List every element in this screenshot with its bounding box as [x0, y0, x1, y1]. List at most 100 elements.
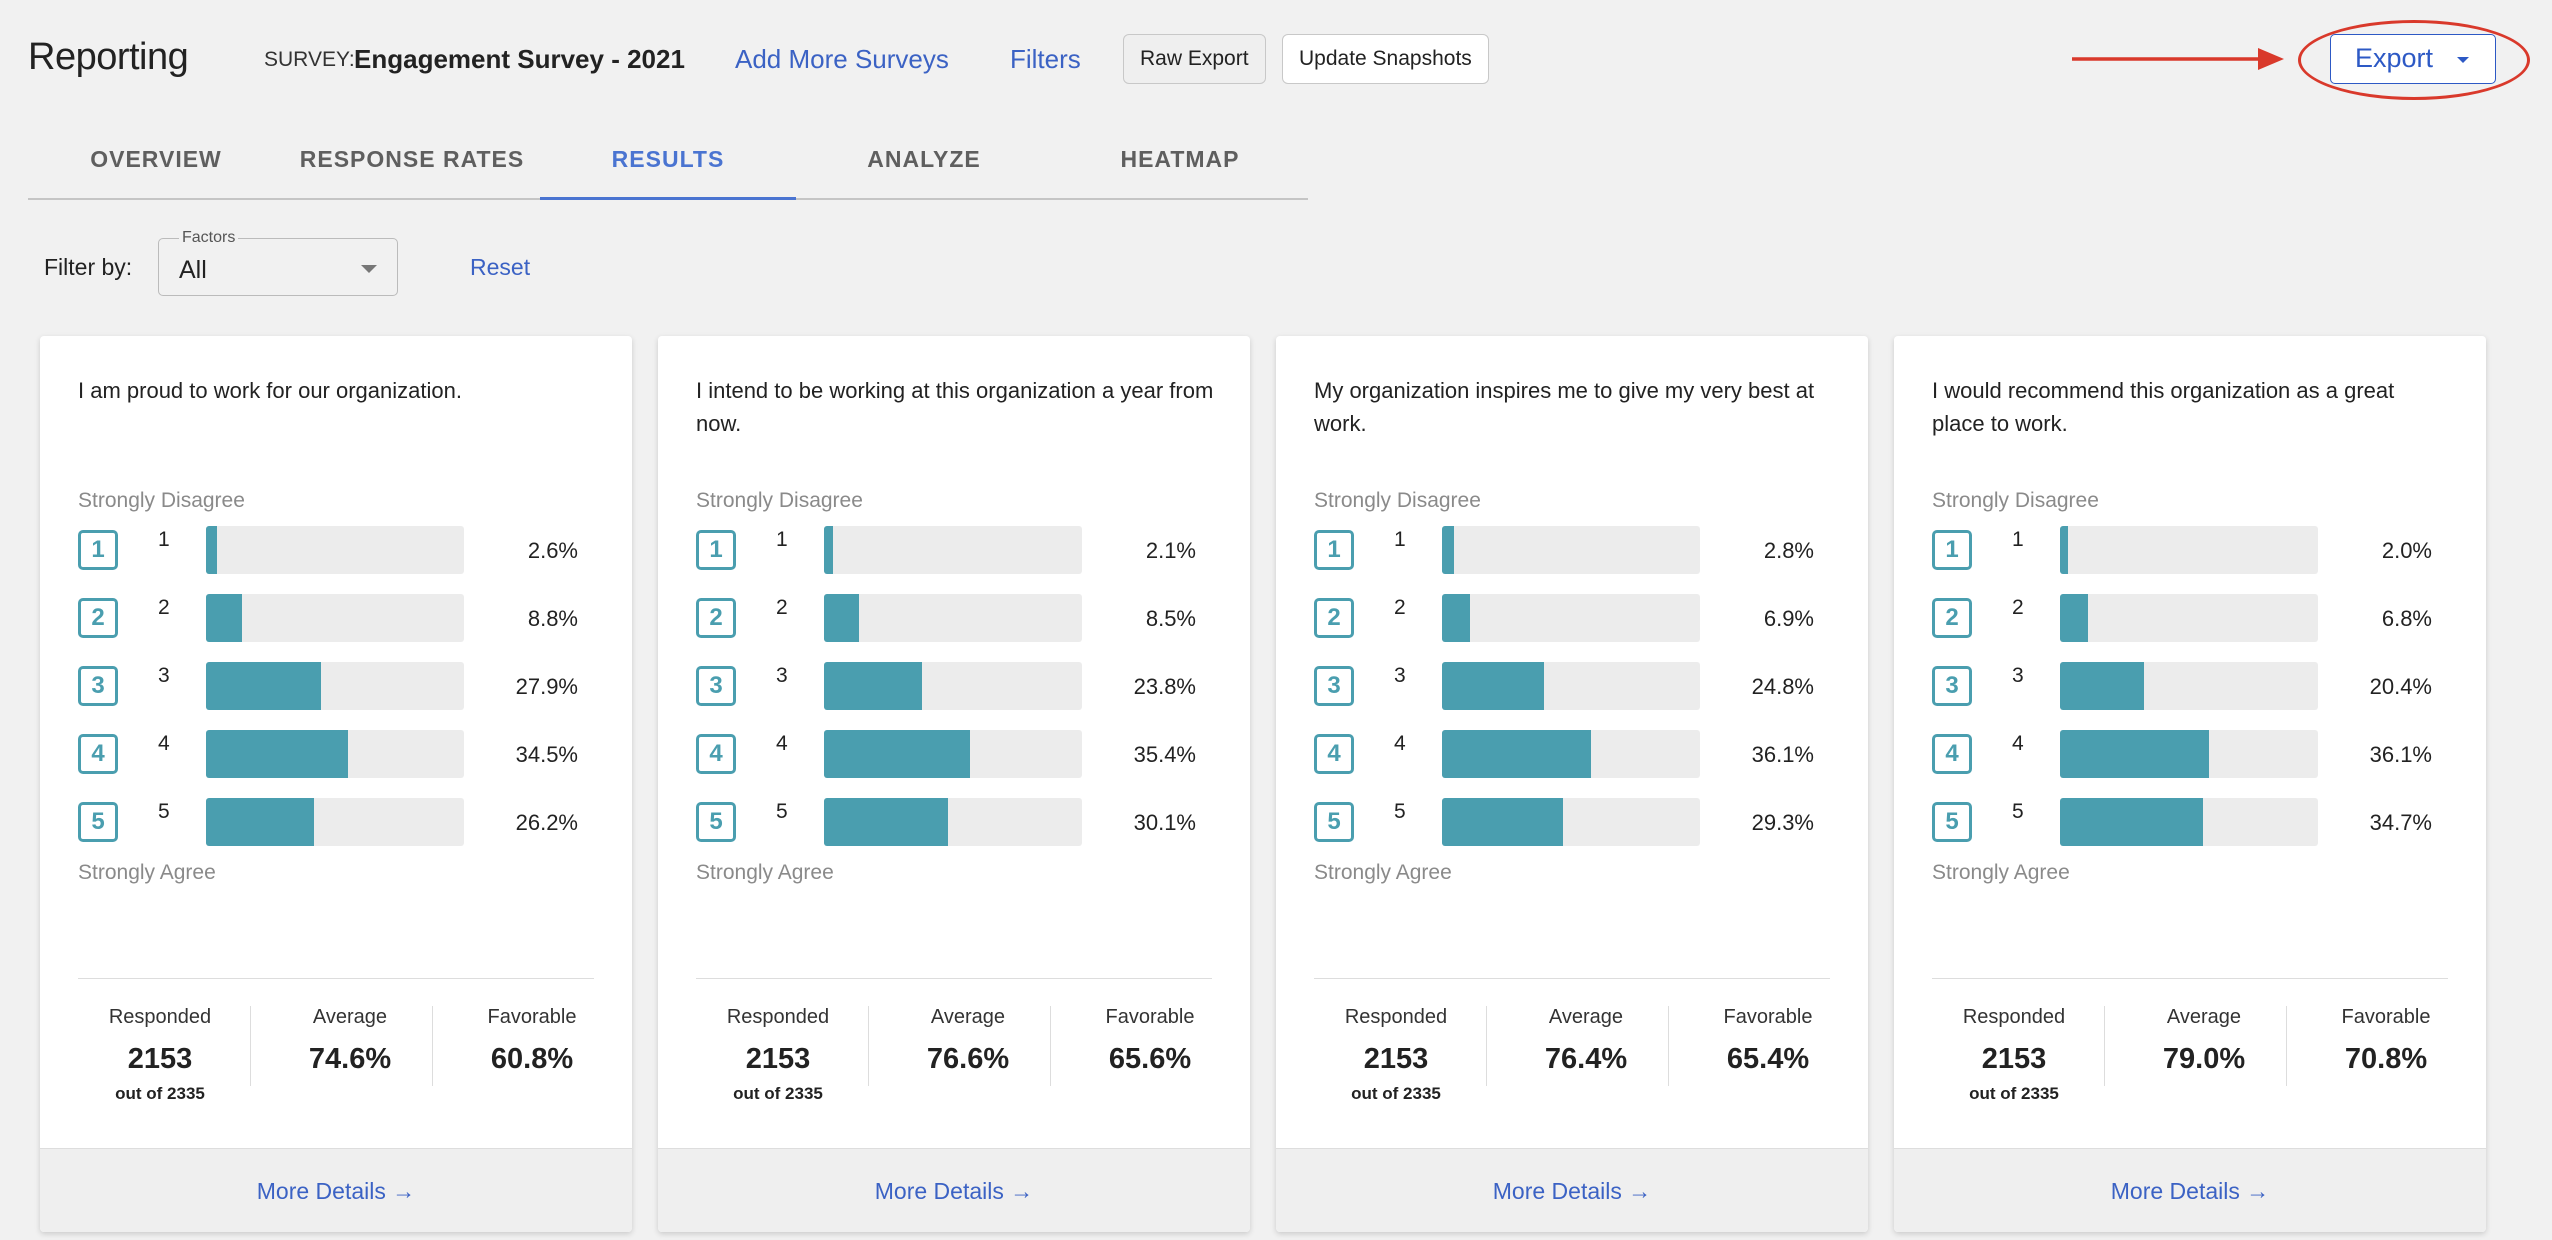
response-row: 3 3 23.8% [696, 662, 1216, 710]
export-button[interactable]: Export [2330, 34, 2496, 84]
favorable-value: 70.8% [2344, 1043, 2428, 1075]
scale-label-top: Strongly Disagree [1932, 489, 2099, 512]
response-value: 2 [158, 596, 170, 619]
number-2-icon: 2 [78, 598, 118, 638]
response-value: 1 [2012, 528, 2024, 551]
factors-select[interactable]: Factors All [158, 229, 398, 296]
response-percent: 8.8% [527, 606, 578, 631]
add-more-surveys-link[interactable]: Add More Surveys [735, 44, 949, 74]
favorable-stat: Favorable 65.4% [1682, 1006, 1854, 1076]
response-percent: 2.6% [527, 538, 578, 563]
divider [1050, 1006, 1051, 1086]
stat-label: Average [1548, 1006, 1624, 1028]
responded-total: out of 2335 [733, 1084, 823, 1103]
more-details-link[interactable]: More Details → [1894, 1148, 2486, 1232]
response-bar-fill [2060, 662, 2145, 710]
response-value: 4 [158, 732, 170, 755]
responded-total: out of 2335 [1351, 1084, 1441, 1103]
response-bar-track [2060, 730, 2318, 778]
response-bar-track [2060, 526, 2318, 574]
response-value: 4 [1394, 732, 1406, 755]
response-percent: 24.8% [1751, 674, 1814, 699]
response-bar-track [1442, 730, 1700, 778]
question-card: I intend to be working at this organizat… [658, 336, 1250, 1232]
response-percent: 8.5% [1145, 606, 1196, 631]
scale-label-bottom: Strongly Agree [1932, 861, 2070, 884]
favorable-value: 60.8% [490, 1043, 574, 1075]
stat-label: Responded [108, 1006, 212, 1028]
filters-link[interactable]: Filters [1010, 44, 1081, 74]
scale-label-bottom: Strongly Agree [696, 861, 834, 884]
average-stat: Average 74.6% [264, 1006, 436, 1076]
divider [1932, 978, 2448, 979]
response-row: 1 1 2.1% [696, 526, 1216, 574]
response-bar-fill [206, 526, 217, 574]
response-bar-track [206, 798, 464, 846]
tab-response-rates[interactable]: RESPONSE RATES [299, 146, 525, 172]
response-bar-fill [824, 730, 971, 778]
response-percent: 34.7% [2369, 810, 2432, 835]
question-card: My organization inspires me to give my v… [1276, 336, 1868, 1232]
number-4-icon: 4 [78, 734, 118, 774]
favorable-stat: Favorable 70.8% [2300, 1006, 2472, 1076]
response-row: 4 4 35.4% [696, 730, 1216, 778]
response-bar-fill [1442, 526, 1454, 574]
response-value: 2 [2012, 596, 2024, 619]
responded-stat: Responded 2153 out of 2335 [692, 1006, 864, 1104]
response-bar-track [206, 526, 464, 574]
factors-select-legend: Factors [179, 229, 239, 247]
tab-bar: OVERVIEW RESPONSE RATES RESULTS ANALYZE … [28, 140, 1308, 200]
more-details-link[interactable]: More Details → [1276, 1148, 1868, 1232]
scale-label-bottom: Strongly Agree [78, 861, 216, 884]
stat-label: Favorable [487, 1006, 577, 1028]
response-bar-track [824, 798, 1082, 846]
tab-analyze[interactable]: ANALYZE [867, 146, 981, 172]
more-details-link[interactable]: More Details → [40, 1148, 632, 1232]
tab-heatmap[interactable]: HEATMAP [1120, 146, 1240, 172]
more-details-link[interactable]: More Details → [658, 1148, 1250, 1232]
update-snapshots-button[interactable]: Update Snapshots [1282, 34, 1489, 84]
average-stat: Average 76.4% [1500, 1006, 1672, 1076]
raw-export-button[interactable]: Raw Export [1123, 34, 1266, 84]
responded-total: out of 2335 [1969, 1084, 2059, 1103]
question-text: My organization inspires me to give my v… [1314, 378, 1815, 436]
response-bar-fill [206, 730, 349, 778]
number-2-icon: 2 [1932, 598, 1972, 638]
average-value: 76.6% [926, 1043, 1010, 1075]
response-row: 3 3 27.9% [78, 662, 598, 710]
tab-results[interactable]: RESULTS [611, 146, 725, 172]
number-3-icon: 3 [1314, 666, 1354, 706]
favorable-value: 65.4% [1726, 1043, 1810, 1075]
response-bar-track [2060, 662, 2318, 710]
filter-label: Filter by: [44, 254, 133, 280]
number-1-icon: 1 [1314, 530, 1354, 570]
tab-overview[interactable]: OVERVIEW [90, 146, 222, 172]
response-row: 5 5 26.2% [78, 798, 598, 846]
scale-label-top: Strongly Disagree [78, 489, 245, 512]
favorable-stat: Favorable 60.8% [446, 1006, 618, 1076]
average-stat: Average 79.0% [2118, 1006, 2290, 1076]
response-bar-track [824, 730, 1082, 778]
number-2-icon: 2 [696, 598, 736, 638]
response-bar-fill [824, 526, 833, 574]
responded-value: 2153 [1981, 1043, 2047, 1075]
response-bar-track [1442, 526, 1700, 574]
number-3-icon: 3 [696, 666, 736, 706]
response-percent: 2.1% [1145, 538, 1196, 563]
number-5-icon: 5 [696, 802, 736, 842]
response-row: 5 5 29.3% [1314, 798, 1834, 846]
response-row: 4 4 36.1% [1932, 730, 2452, 778]
caret-down-icon [361, 265, 377, 273]
response-value: 3 [158, 664, 170, 687]
response-bar-fill [206, 662, 322, 710]
question-card: I would recommend this organization as a… [1894, 336, 2486, 1232]
response-bar-fill [824, 594, 860, 642]
annotation-ellipse [2298, 20, 2530, 100]
response-bar-fill [2060, 730, 2210, 778]
stat-label: Favorable [1723, 1006, 1813, 1028]
divider [2286, 1006, 2287, 1086]
reset-link[interactable]: Reset [470, 254, 531, 280]
stat-label: Responded [726, 1006, 830, 1028]
number-5-icon: 5 [1314, 802, 1354, 842]
response-row: 4 4 36.1% [1314, 730, 1834, 778]
